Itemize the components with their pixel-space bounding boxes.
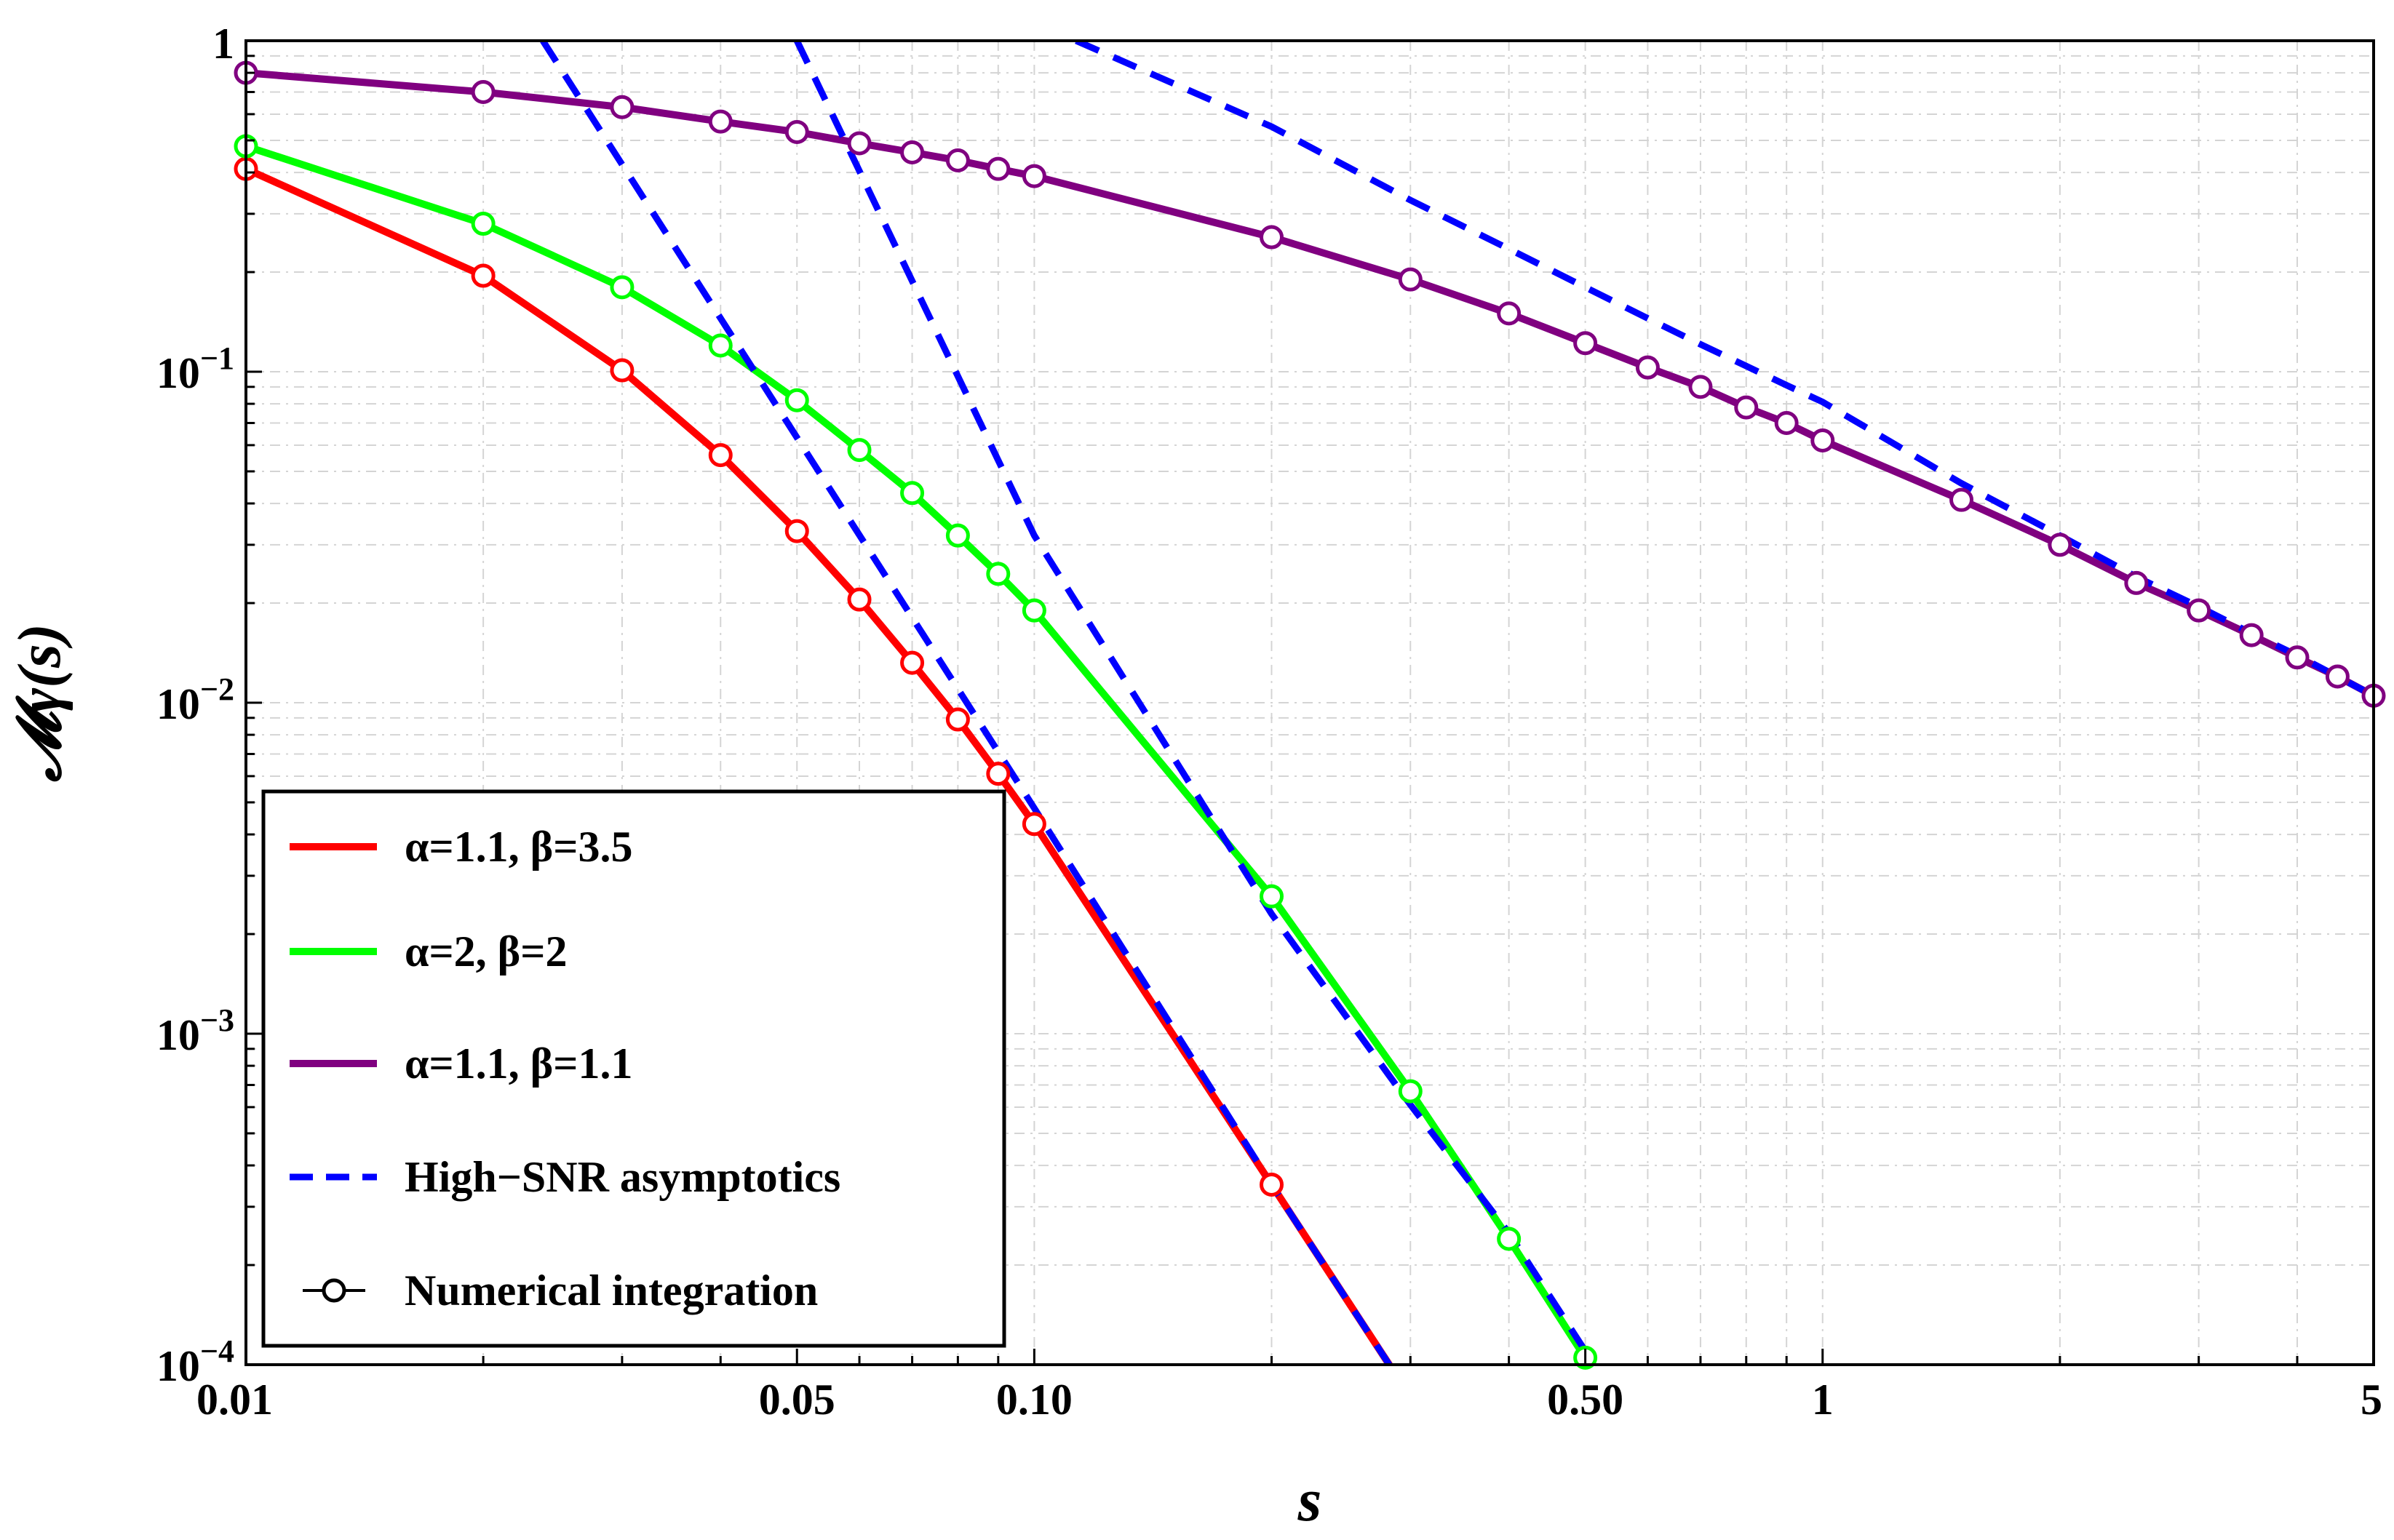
data-point (1949, 487, 1974, 512)
series-line-2 (246, 143, 1589, 1362)
data-point (1398, 1079, 1423, 1104)
series-line-1 (246, 165, 1393, 1365)
data-point (945, 148, 970, 172)
legend-label: α=2, β=2 (405, 927, 567, 976)
data-point (2285, 645, 2310, 670)
legend-label: High−SNR asymptotics (405, 1153, 840, 1201)
legend-label: α=1.1, β=1.1 (405, 1040, 632, 1088)
y-tick-base: 10 (156, 349, 200, 397)
data-point (986, 156, 1011, 181)
y-tick-base: 10 (156, 1342, 200, 1390)
x-tick-label: 5 (2361, 1376, 2382, 1424)
y-tick-label: 10−3 (156, 1002, 234, 1059)
data-point (2239, 623, 2264, 647)
y-tick-label: 10−1 (156, 340, 234, 397)
y-tick-base: 10 (156, 680, 200, 728)
ticks: 0.01 0.05 0.10 0.50 1 510−410−310−210−11 (156, 20, 2382, 1424)
y-tick-label: 10−2 (156, 671, 234, 728)
grid (246, 41, 2374, 1365)
data-point (1810, 428, 1835, 452)
data-point (847, 587, 872, 612)
data-point (1022, 164, 1046, 188)
data-point (1688, 375, 1713, 399)
data-point (784, 388, 809, 412)
data-point (1497, 1226, 1522, 1251)
data-point (900, 481, 925, 506)
data-point (847, 438, 872, 463)
data-point (986, 562, 1011, 586)
y-tick-exponent: −1 (200, 340, 234, 376)
data-point (986, 762, 1011, 786)
data-point (471, 212, 496, 236)
data-point (1260, 884, 1284, 909)
data-point (945, 707, 970, 732)
data-point (1497, 301, 1522, 326)
data-point (1260, 1172, 1284, 1197)
data-point (1573, 331, 1598, 356)
data-point (471, 263, 496, 288)
data-point (708, 109, 733, 134)
x-axis-title: s (1297, 1467, 1322, 1534)
data-point (610, 95, 635, 119)
y-tick-exponent: −3 (200, 1002, 234, 1038)
data-point (610, 358, 635, 383)
y-tick-label: 10−4 (156, 1333, 234, 1390)
x-tick-label: 0.50 (1547, 1376, 1623, 1424)
data-point (708, 443, 733, 468)
data-point (2124, 570, 2149, 595)
data-point (2187, 598, 2211, 623)
data-point (1260, 225, 1284, 250)
series-layer (234, 41, 2386, 1370)
data-point (2048, 532, 2072, 557)
data-point (847, 131, 872, 156)
y-tick-exponent: −4 (200, 1333, 234, 1369)
data-point (1022, 598, 1046, 623)
legend-swatch-marker (322, 1278, 346, 1303)
y-tick-base: 1 (212, 20, 234, 68)
data-point (1022, 812, 1046, 837)
x-tick-label: 0.05 (759, 1376, 835, 1424)
data-point (1635, 355, 1660, 380)
x-tick-label: 1 (1812, 1376, 1834, 1424)
data-point (784, 519, 809, 543)
x-tick-label: 0.01 (196, 1376, 273, 1424)
data-point (1398, 267, 1423, 292)
data-point (610, 275, 635, 300)
y-tick-label: 1 (212, 20, 234, 68)
x-tick-label: 0.10 (996, 1376, 1073, 1424)
data-point (784, 119, 809, 144)
y-axis-title: 𝓜γ(s) (6, 623, 73, 783)
data-point (945, 523, 970, 548)
data-point (708, 333, 733, 358)
y-tick-exponent: −2 (200, 671, 234, 707)
data-point (471, 79, 496, 104)
data-point (1774, 410, 1799, 435)
data-point (1734, 395, 1759, 420)
data-point (900, 140, 925, 164)
legend-label: Numerical integration (405, 1266, 818, 1314)
legend-box (261, 789, 1006, 1348)
legend-label: α=1.1, β=3.5 (405, 823, 632, 871)
data-point (2325, 664, 2350, 689)
y-tick-base: 10 (156, 1011, 200, 1059)
asymptote-line-2 (794, 41, 1588, 1353)
data-point (900, 650, 925, 675)
legend: α=1.1, β=3.5 α=2, β=2 α=1.1, β=1.1 High−SNR… (261, 789, 1006, 1348)
asymptote-line-1 (540, 41, 1392, 1365)
